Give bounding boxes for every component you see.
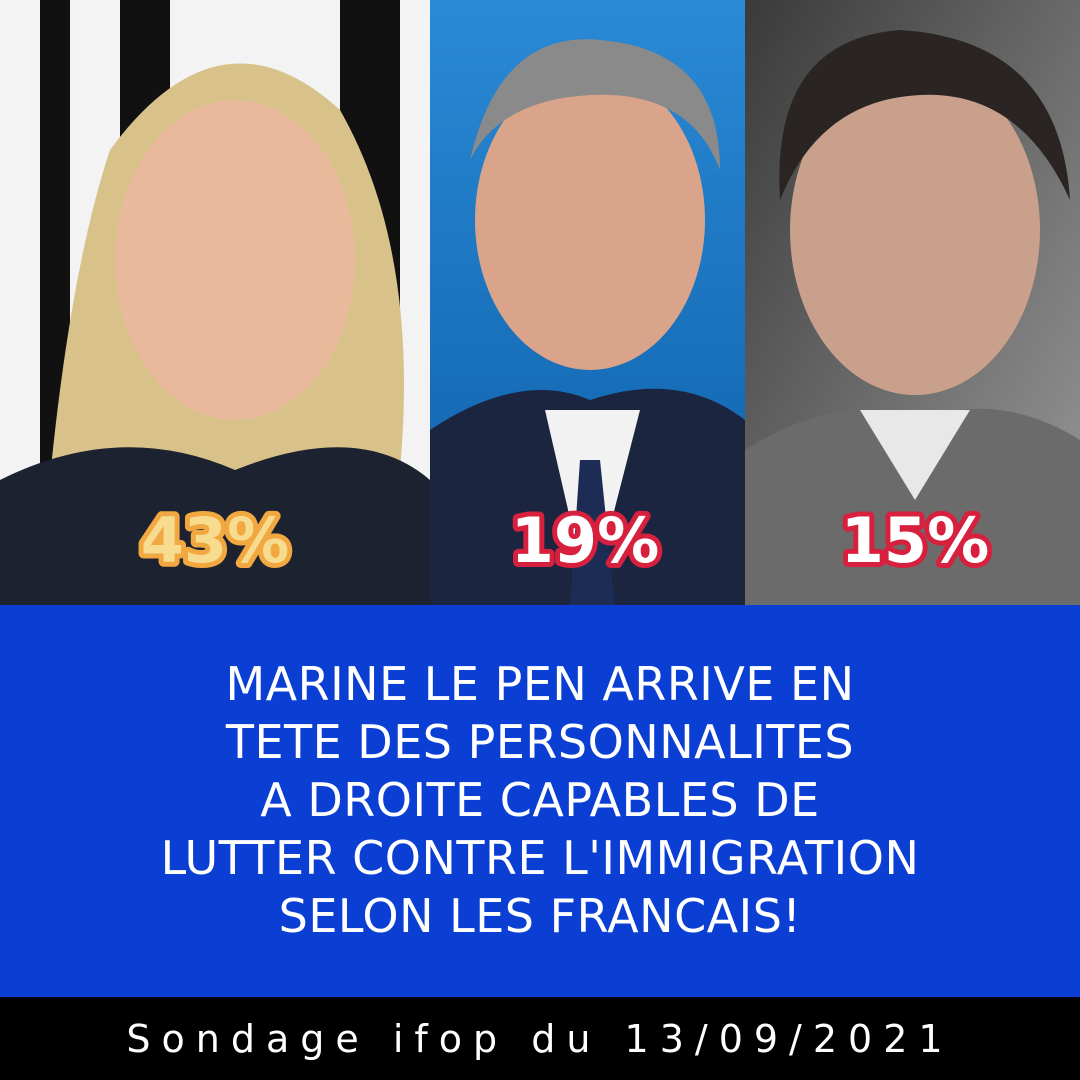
photo-panel [745, 0, 1080, 605]
percent-label: 43% [141, 504, 289, 577]
headline-line: A DROITE CAPABLES DE [260, 773, 819, 827]
headline-line: SELON LES FRANCAIS! [279, 889, 802, 943]
footer-bar [0, 997, 1080, 1080]
headline-line: LUTTER CONTRE L'IMMIGRATION [161, 831, 920, 885]
percent-label: 15% [841, 504, 989, 577]
photo-panel [0, 0, 430, 605]
percent-label: 19% [511, 504, 659, 577]
headline-line: TETE DES PERSONNALITES [225, 715, 854, 769]
headline-line: MARINE LE PEN ARRIVE EN [225, 657, 854, 711]
footer-text: Sondage ifop du 13/09/2021 [126, 1017, 953, 1061]
photo-panel [430, 0, 745, 605]
headline-box [0, 605, 1080, 997]
